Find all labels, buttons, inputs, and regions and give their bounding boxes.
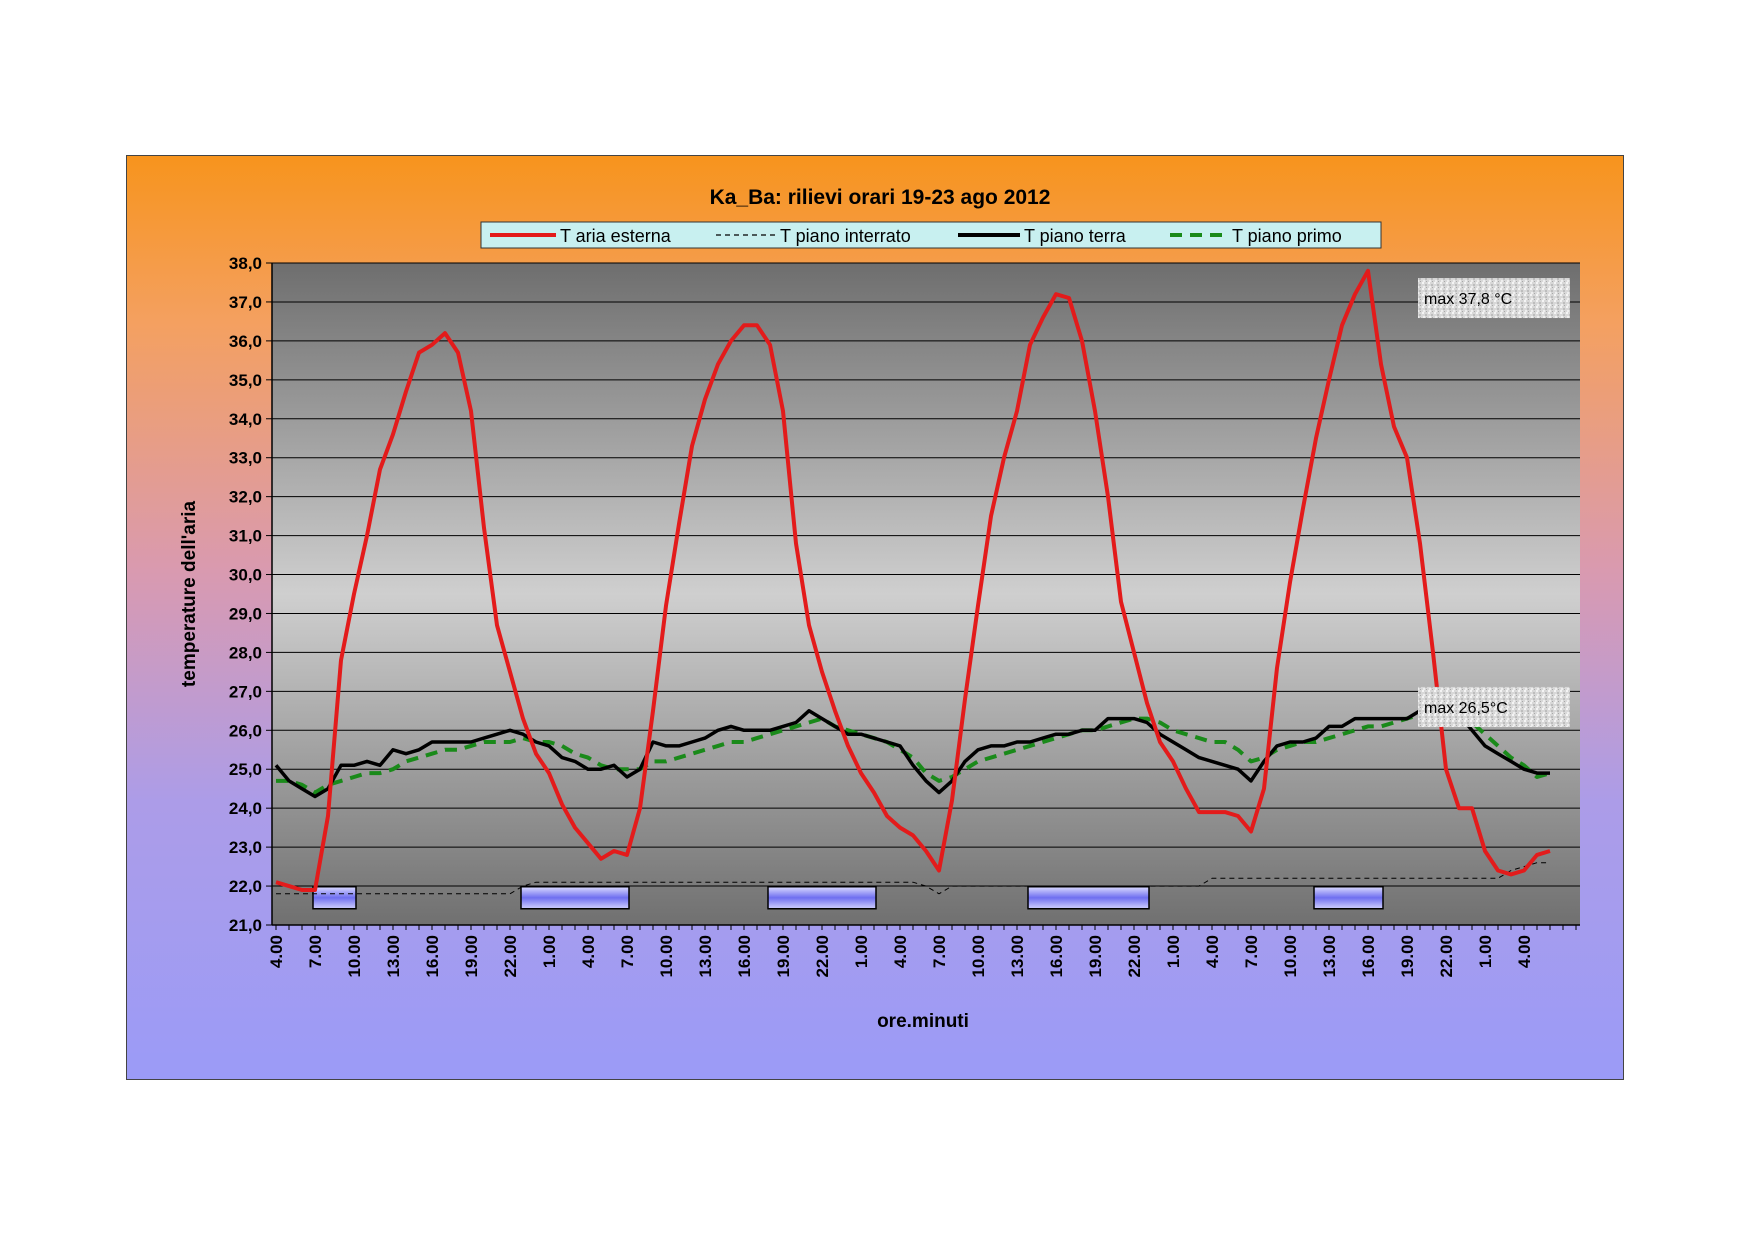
annotation-box	[1418, 278, 1570, 319]
y-tick-label: 27,0	[229, 682, 262, 701]
x-tick-label: 4.00	[579, 935, 598, 968]
x-tick-label: 16.00	[1047, 935, 1066, 978]
series-line-t-piano-terra	[274, 709, 1550, 799]
series-line-t-aria-esterna	[275, 268, 1551, 892]
x-tick-label: 22.00	[1437, 935, 1456, 978]
x-tick-label: 13.00	[384, 935, 403, 978]
x-tick-label: 13.00	[1008, 935, 1027, 978]
y-tick-label: 26,0	[229, 721, 262, 740]
legend-box	[480, 221, 1382, 249]
x-axis-label: ore.minuti	[877, 1011, 969, 1032]
x-tick-label: 16.00	[735, 935, 754, 978]
x-tick-label: 4.00	[1515, 935, 1534, 968]
y-tick-label: 38,0	[229, 254, 262, 273]
y-tick-label: 35,0	[229, 371, 262, 390]
x-tick-label: 19.00	[1398, 935, 1417, 978]
x-tick-label: 22.00	[501, 935, 520, 978]
y-tick-label: 21,0	[229, 916, 262, 935]
x-tick-label: 10.00	[345, 935, 364, 978]
y-tick-label: 23,0	[229, 838, 262, 857]
x-tick-label: 4.00	[891, 935, 910, 968]
plot-area	[272, 263, 1580, 925]
y-tick-label: 25,0	[229, 760, 262, 779]
night-bar	[767, 885, 877, 910]
y-tick-label: 29,0	[229, 604, 262, 623]
legend-label-t-piano-primo: T piano primo	[1232, 226, 1342, 246]
legend-label-t-piano-terra: T piano terra	[1024, 226, 1127, 246]
legend: T aria esterna T piano interrato T piano…	[480, 221, 1382, 249]
x-tick-label: 13.00	[696, 935, 715, 978]
y-tick-label: 30,0	[229, 566, 262, 585]
annotation-label: max 37,8 °C	[1424, 291, 1512, 308]
y-tick-label: 36,0	[229, 332, 262, 351]
night-bar	[312, 885, 357, 910]
x-tick-label: 22.00	[1125, 935, 1144, 978]
night-bar	[1313, 885, 1384, 910]
x-tick-label: 16.00	[1359, 935, 1378, 978]
x-tick-label: 22.00	[813, 935, 832, 978]
x-tick-labels: 4.00 7.00 10.00 13.00 16.00 19.00 22.00 1.00 4.0…	[267, 935, 1534, 978]
annotations: max 37,8 °C max 26,5°C	[1418, 278, 1570, 727]
x-tick-label: 19.00	[462, 935, 481, 978]
night-bar	[1027, 885, 1150, 910]
axes	[271, 263, 1580, 930]
x-tick-label: 4.00	[1203, 935, 1222, 968]
y-tick-labels: 21,0 22,0 23,0 24,0 25,0 26,0 27,0 28,0 29,0 30,0…	[229, 254, 262, 935]
x-tick-label: 1.00	[1164, 935, 1183, 968]
x-tick-label: 19.00	[1086, 935, 1105, 978]
x-tick-label: 19.00	[774, 935, 793, 978]
chart-title: Ka_Ba: rilievi orari 19-23 ago 2012	[710, 186, 1051, 209]
y-tick-label: 24,0	[229, 799, 262, 818]
x-tick-label: 1.00	[1476, 935, 1495, 968]
series-layer	[274, 268, 1551, 895]
x-tick-label: 16.00	[423, 935, 442, 978]
x-tick-label: 7.00	[1242, 935, 1261, 968]
x-tick-label: 10.00	[969, 935, 988, 978]
series-line-t-piano-primo	[276, 708, 1551, 795]
y-tick-label: 32,0	[229, 488, 262, 507]
x-tick-label: 4.00	[267, 935, 286, 968]
x-tick-label: 7.00	[930, 935, 949, 968]
x-tick-label: 7.00	[618, 935, 637, 968]
x-tick-label: 1.00	[540, 935, 559, 968]
annotation-box	[1418, 686, 1570, 727]
night-bar	[520, 885, 630, 910]
bars-layer	[312, 885, 1384, 910]
series-line-t-piano-interrato	[276, 862, 1550, 895]
y-tick-label: 31,0	[229, 527, 262, 546]
y-tick-label: 37,0	[229, 293, 262, 312]
y-tick-label: 33,0	[229, 449, 262, 468]
legend-label-t-piano-interrato: T piano interrato	[780, 226, 911, 246]
x-tick-label: 1.00	[852, 935, 871, 968]
x-tick-label: 13.00	[1320, 935, 1339, 978]
annotation-label: max 26,5°C	[1424, 700, 1508, 717]
x-tick-label: 10.00	[1281, 935, 1300, 978]
legend-label-t-aria-esterna: T aria esterna	[560, 226, 672, 246]
y-tick-label: 22,0	[229, 877, 262, 896]
x-tick-label: 7.00	[306, 935, 325, 968]
y-tick-label: 28,0	[229, 643, 262, 662]
x-tick-label: 10.00	[657, 935, 676, 978]
y-tick-label: 34,0	[229, 410, 262, 429]
y-axis-label: temperature dell'aria	[179, 500, 200, 687]
